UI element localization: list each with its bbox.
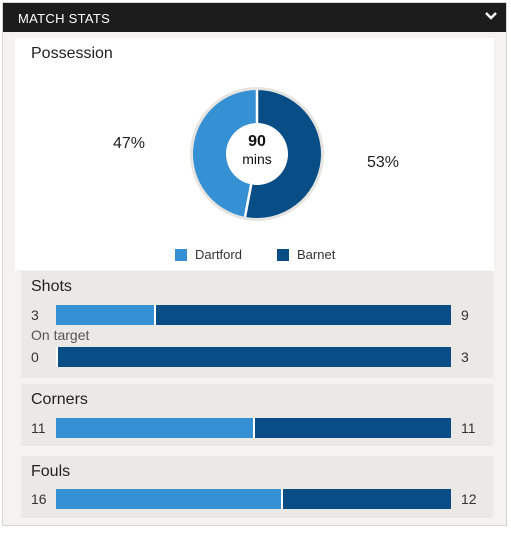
possession-home-slice (192, 89, 257, 217)
shots-home-value: 3 (31, 307, 39, 323)
match-stats-widget: MATCH STATS Possession 47% 53% 90 mins D… (2, 2, 507, 526)
legend-swatch-home (175, 248, 187, 261)
fouls-home-value: 16 (31, 491, 47, 507)
header-title: MATCH STATS (18, 11, 111, 26)
shots-title: Shots (31, 278, 72, 295)
shots-away-value: 9 (461, 307, 469, 323)
corners-away-value: 11 (461, 420, 476, 436)
fouls-panel: Fouls 16 12 (21, 456, 493, 518)
shots-bar-home (56, 305, 155, 325)
shots-bar-divider (154, 305, 156, 325)
chevron-down-icon[interactable] (484, 9, 498, 23)
possession-home-pct: 47% (113, 135, 146, 152)
corners-bar (56, 418, 451, 438)
donut-center (226, 123, 288, 185)
on-target-bar (56, 347, 451, 367)
fouls-bar-home (56, 489, 282, 509)
legend-label-away: Barnet (297, 247, 336, 262)
possession-donut-chart (190, 87, 324, 221)
on-target-home-value: 0 (31, 349, 39, 365)
legend-item-home: Dartford (175, 247, 242, 262)
shots-panel: Shots 3 9 On target 0 3 (21, 271, 493, 378)
possession-panel: Possession 47% 53% 90 mins Dartford Barn… (15, 38, 494, 270)
legend-swatch-away (277, 248, 289, 261)
legend-label-home: Dartford (195, 247, 242, 262)
fouls-away-value: 12 (461, 491, 477, 507)
corners-bar-home (56, 418, 254, 438)
match-stats-header[interactable]: MATCH STATS (3, 3, 506, 32)
fouls-title: Fouls (31, 463, 71, 480)
corners-bar-divider (253, 418, 255, 438)
possession-title: Possession (31, 45, 113, 62)
on-target-label: On target (31, 327, 90, 343)
possession-minutes-unit: mins (242, 151, 272, 167)
fouls-bar-divider (281, 489, 283, 509)
corners-title: Corners (31, 391, 88, 408)
possession-minutes-value: 90 (248, 133, 266, 150)
on-target-bar-divider (56, 347, 58, 367)
possession-away-pct: 53% (367, 154, 400, 171)
fouls-bar (56, 489, 451, 509)
shots-bar (56, 305, 451, 325)
on-target-away-value: 3 (461, 349, 469, 365)
corners-home-value: 11 (31, 420, 46, 436)
legend-item-away: Barnet (277, 247, 335, 262)
corners-panel: Corners 11 11 (21, 384, 493, 446)
